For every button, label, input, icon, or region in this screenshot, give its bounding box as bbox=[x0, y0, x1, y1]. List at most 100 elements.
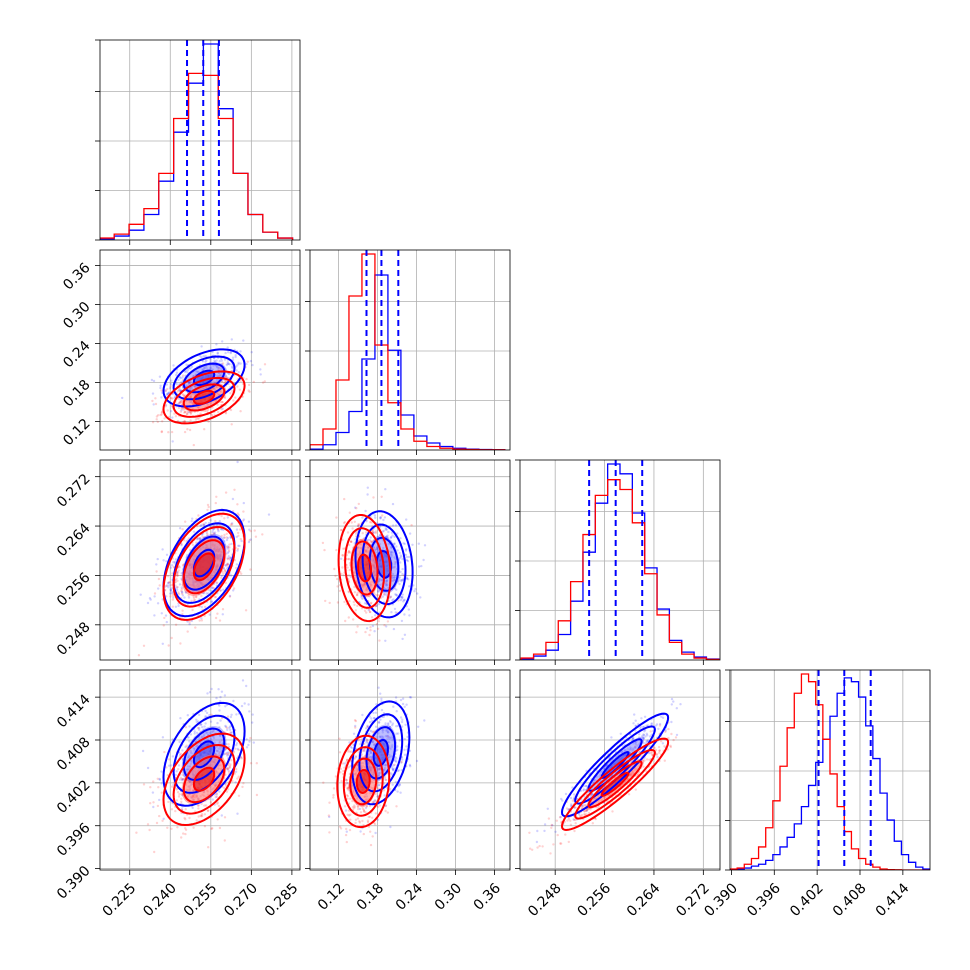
scatter-point bbox=[392, 627, 396, 631]
scatter-point bbox=[640, 717, 643, 720]
scatter-point bbox=[369, 626, 372, 629]
scatter-point bbox=[346, 786, 349, 790]
scatter-point bbox=[216, 352, 219, 355]
scatter-point bbox=[165, 393, 169, 396]
scatter-point bbox=[389, 747, 392, 751]
scatter-point bbox=[372, 731, 375, 734]
x-tick-label: 0.24 bbox=[393, 880, 426, 913]
scatter-point bbox=[377, 781, 380, 784]
scatter-point bbox=[393, 578, 396, 582]
scatter-point bbox=[261, 533, 264, 536]
scatter-point bbox=[365, 531, 368, 534]
scatter-point bbox=[242, 782, 245, 785]
scatter-point bbox=[339, 827, 343, 830]
scatter-point bbox=[229, 731, 233, 735]
scatter-point bbox=[181, 528, 184, 531]
scatter-point bbox=[390, 546, 393, 550]
scatter-point bbox=[179, 776, 183, 779]
scatter-point bbox=[390, 611, 393, 614]
scatter-point bbox=[218, 709, 221, 712]
scatter-point bbox=[391, 575, 394, 578]
scatter-point bbox=[572, 818, 575, 821]
scatter-point bbox=[200, 735, 204, 738]
panel-plot-area bbox=[100, 670, 300, 870]
scatter-point bbox=[155, 415, 159, 418]
scatter-point bbox=[383, 769, 386, 772]
scatter-point bbox=[206, 408, 210, 412]
scatter-point bbox=[160, 413, 163, 416]
scatter-point bbox=[248, 390, 251, 393]
scatter-point bbox=[353, 719, 357, 722]
scatter-point bbox=[199, 524, 202, 527]
scatter-point bbox=[225, 532, 228, 535]
scatter-point bbox=[193, 385, 197, 389]
scatter-point bbox=[352, 600, 355, 604]
scatter-point bbox=[196, 804, 200, 807]
scatter-point bbox=[400, 720, 404, 724]
scatter-point bbox=[347, 557, 350, 561]
scatter-point bbox=[255, 762, 258, 765]
scatter-point bbox=[582, 789, 585, 792]
scatter-point bbox=[167, 800, 170, 804]
scatter-point bbox=[675, 707, 678, 710]
scatter-point bbox=[197, 728, 201, 731]
scatter-point bbox=[206, 692, 209, 695]
scatter-point bbox=[208, 691, 212, 694]
scatter-point bbox=[167, 764, 171, 767]
scatter-point bbox=[196, 370, 199, 374]
scatter-point bbox=[369, 729, 372, 732]
scatter-point bbox=[629, 746, 632, 749]
scatter-point bbox=[184, 520, 187, 523]
scatter-point bbox=[585, 813, 588, 816]
scatter-point bbox=[632, 748, 635, 751]
scatter-point bbox=[224, 564, 228, 567]
scatter-point bbox=[263, 363, 267, 366]
scatter-point bbox=[225, 751, 229, 755]
scatter-point bbox=[249, 762, 253, 765]
scatter-point bbox=[396, 769, 399, 773]
scatter-point bbox=[226, 536, 230, 540]
scatter-point bbox=[361, 807, 365, 810]
scatter-point bbox=[178, 402, 181, 405]
scatter-point bbox=[205, 731, 208, 735]
scatter-point bbox=[399, 716, 403, 719]
scatter-point bbox=[181, 374, 185, 377]
scatter-point bbox=[362, 809, 366, 813]
scatter-point bbox=[180, 572, 183, 575]
scatter-point bbox=[370, 717, 373, 720]
scatter-point bbox=[205, 409, 208, 413]
scatter-point bbox=[229, 392, 232, 395]
scatter-point bbox=[348, 599, 351, 603]
scatter-point bbox=[168, 387, 172, 390]
scatter-point bbox=[392, 764, 395, 767]
scatter-point bbox=[178, 376, 181, 379]
scatter-point bbox=[364, 811, 367, 814]
scatter-point bbox=[185, 412, 189, 416]
scatter-point bbox=[187, 381, 191, 384]
scatter-point bbox=[174, 623, 178, 626]
panel-plot-area bbox=[520, 460, 720, 660]
scatter-point bbox=[218, 746, 222, 749]
scatter-point bbox=[371, 835, 374, 838]
scatter-point bbox=[211, 533, 214, 536]
scatter-point bbox=[179, 752, 183, 755]
scatter-point bbox=[200, 605, 203, 609]
scatter-point bbox=[230, 338, 233, 341]
scatter-point bbox=[169, 588, 172, 591]
scatter-point bbox=[378, 579, 381, 582]
scatter-point bbox=[360, 738, 363, 741]
scatter-point bbox=[237, 794, 241, 797]
scatter-point bbox=[231, 356, 235, 359]
scatter-point bbox=[382, 546, 385, 550]
scatter-point bbox=[208, 613, 211, 616]
scatter-point bbox=[231, 389, 234, 393]
scatter-point bbox=[343, 766, 346, 769]
pair-panel-3-0: 0.225 0.240 0.255 0.270 0.2850.3900.3960.402… bbox=[54, 669, 302, 920]
scatter-point bbox=[378, 735, 381, 738]
scatter-point bbox=[374, 831, 377, 835]
scatter-point bbox=[380, 735, 383, 738]
scatter-point bbox=[375, 547, 378, 550]
scatter-point bbox=[365, 627, 369, 630]
scatter-point bbox=[239, 350, 242, 353]
scatter-point bbox=[642, 741, 645, 745]
